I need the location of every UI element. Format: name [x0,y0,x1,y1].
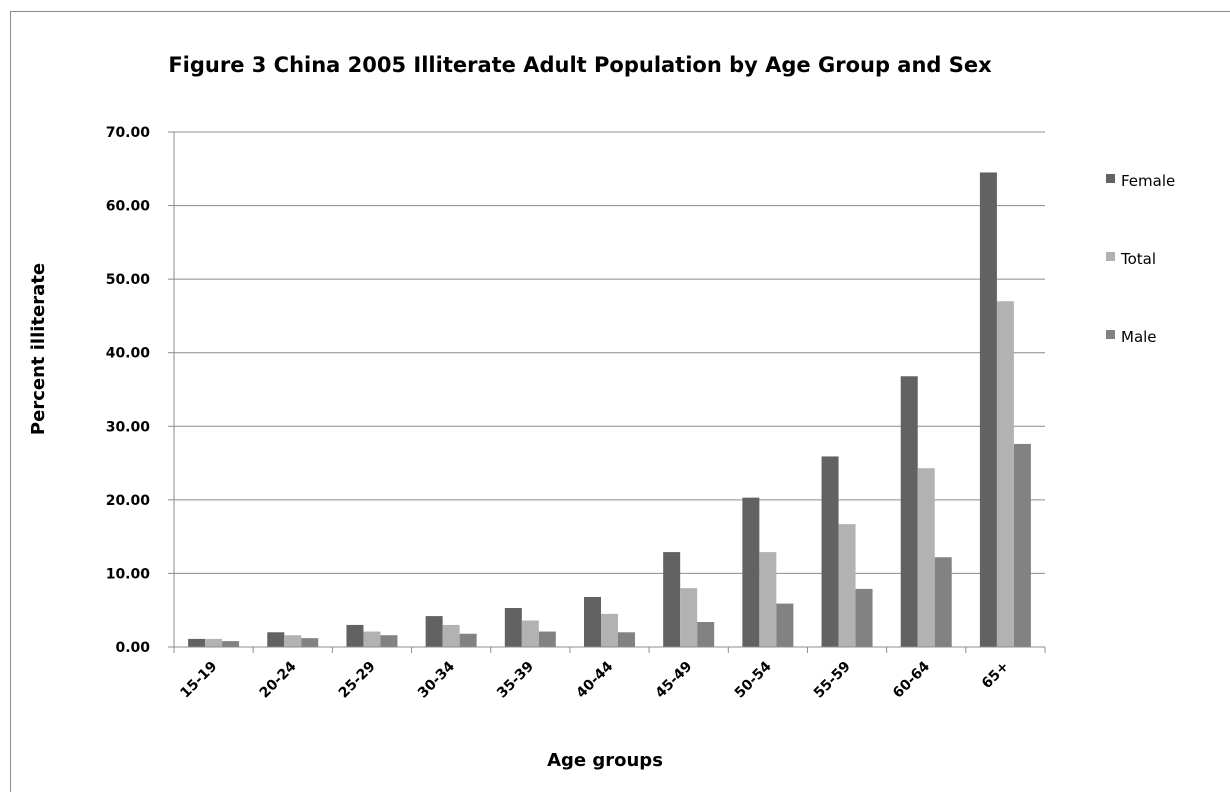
chart-title: Figure 3 China 2005 Illiterate Adult Pop… [168,53,992,77]
x-tick-label: 50-54 [732,658,775,701]
bar-female-25-29 [346,624,364,647]
bar-male-60-64 [934,557,952,647]
bar-male-55-59 [855,588,873,647]
bar-total-50-54 [759,552,777,647]
bar-male-20-24 [301,638,319,647]
x-tick-label: 30-34 [415,658,458,701]
x-tick-label: 40-44 [573,658,616,701]
legend-swatch-total [1106,252,1115,261]
y-tick-label: 60.00 [106,199,151,215]
bar-female-20-24 [267,632,285,647]
y-axis-title: Percent illiterate [28,263,49,435]
bar-male-30-34 [459,633,477,647]
bar-male-35-39 [538,631,556,647]
bar-total-40-44 [601,613,618,647]
bar-female-15-19 [188,638,206,647]
legend-swatch-female [1106,174,1115,183]
legend-label-total: Total [1120,250,1156,268]
bar-female-30-34 [425,616,443,647]
y-tick-label: 40.00 [106,346,151,362]
bar-total-60-64 [917,468,935,647]
y-tick-label: 20.00 [106,493,151,509]
bar-male-45-49 [697,621,715,647]
x-tick-label: 15-19 [177,659,220,702]
bar-female-35-39 [504,608,522,647]
bar-female-40-44 [584,596,601,647]
bar-male-40-44 [618,632,635,647]
legend-label-male: Male [1121,328,1157,346]
x-tick-labels: 15-19 20-24 25-29 30-34 35-39 40-44 45-49 50-54… [177,658,1012,701]
legend-swatch-male [1106,330,1115,339]
bar-male-50-54 [776,603,794,647]
x-tick-label: 65+ [979,659,1012,692]
x-tick-label: 25-29 [336,659,379,702]
x-tick-label: 35-39 [494,659,537,702]
y-tick-label: 30.00 [106,419,151,435]
bar-female-55-59 [821,456,839,647]
bar-female-65+ [979,172,997,647]
bar-total-15-19 [205,638,223,647]
y-tick-labels: 0.00 10.00 20.00 30.00 40.00 50.00 60.00 70.00 [106,125,151,656]
gridlines [168,131,1045,648]
bar-total-35-39 [521,620,539,647]
bars [188,172,1031,647]
y-tick-label: 0.00 [115,640,150,656]
bar-total-65+ [996,301,1014,647]
bar-total-20-24 [284,635,302,647]
bar-male-15-19 [222,641,240,647]
bar-male-65+ [1013,443,1031,647]
x-tick-label: 55-59 [811,659,854,702]
bar-total-30-34 [442,624,460,647]
axes [173,132,1046,653]
y-tick-label: 70.00 [106,125,151,141]
x-tick-label: 45-49 [653,659,696,702]
x-tick-label: 20-24 [257,658,300,701]
legend-label-female: Female [1121,172,1175,190]
bar-total-45-49 [680,588,698,647]
bar-total-25-29 [363,631,381,647]
bar-female-45-49 [663,552,681,647]
chart-frame [10,11,1230,792]
x-tick-label: 60-64 [890,658,933,701]
x-axis-title: Age groups [547,750,663,771]
y-tick-label: 50.00 [106,272,151,288]
y-tick-label: 10.00 [106,566,151,582]
bar-male-25-29 [380,635,398,647]
bar-female-50-54 [742,497,760,647]
bar-total-55-59 [838,524,856,647]
bar-female-60-64 [900,376,918,647]
legend: Female Total Male [1106,172,1175,346]
